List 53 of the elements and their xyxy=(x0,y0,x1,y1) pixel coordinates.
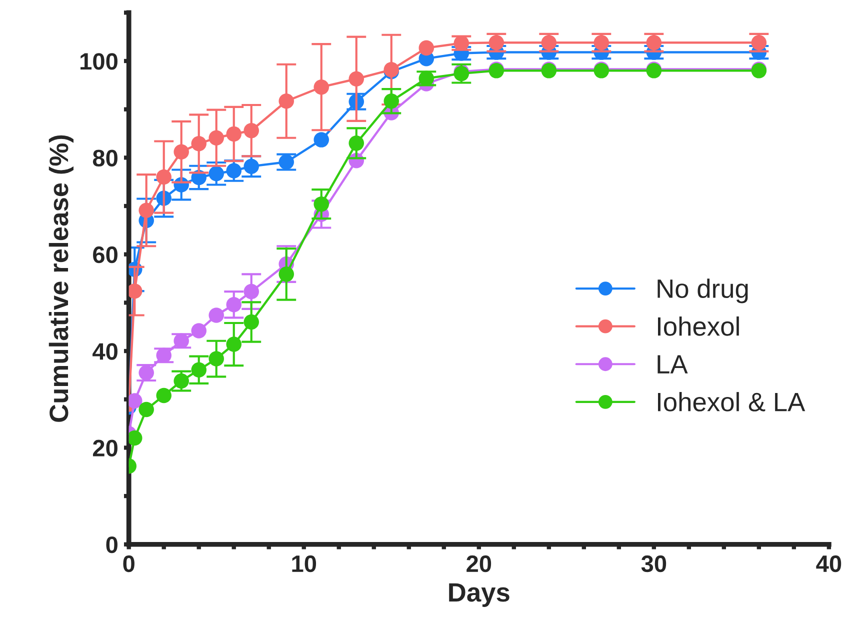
point xyxy=(138,202,154,218)
y-axis-title: Cumulative release (%) xyxy=(48,135,74,422)
legend-label: Iohexol & LA xyxy=(658,392,806,412)
point xyxy=(348,71,364,87)
y-tick-label: 80 xyxy=(92,150,118,166)
point xyxy=(454,35,470,51)
point xyxy=(138,402,154,418)
point xyxy=(226,336,242,352)
point xyxy=(138,365,154,380)
point xyxy=(174,144,189,160)
x-tick-label: 10 xyxy=(292,555,316,572)
y-tick-label: 60 xyxy=(93,246,118,264)
x-tick-label: 0 xyxy=(123,555,134,572)
legend-label: LA xyxy=(658,355,688,374)
point xyxy=(226,126,242,142)
point xyxy=(244,158,260,174)
point xyxy=(156,169,172,185)
point xyxy=(191,323,206,338)
point xyxy=(226,296,242,312)
point xyxy=(418,70,434,86)
point xyxy=(278,266,294,282)
point xyxy=(208,166,224,182)
y-tick-label: 0 xyxy=(106,536,118,554)
point xyxy=(314,132,330,148)
point xyxy=(191,136,206,152)
point xyxy=(348,136,364,151)
point xyxy=(174,373,189,389)
point xyxy=(174,333,189,349)
point xyxy=(208,351,224,366)
point xyxy=(156,388,172,404)
y-tick-label: 40 xyxy=(92,343,118,360)
point xyxy=(418,40,434,56)
point xyxy=(278,93,294,109)
point xyxy=(244,314,260,330)
point xyxy=(156,348,172,364)
point xyxy=(244,122,260,138)
x-tick-label: 30 xyxy=(641,555,666,572)
x-tick-label: 20 xyxy=(466,555,492,572)
x-axis-title: Days xyxy=(449,583,510,607)
legend-label: Iohexol xyxy=(658,316,739,336)
point xyxy=(314,196,330,212)
x-tick-label: 40 xyxy=(816,555,842,572)
point xyxy=(244,284,260,300)
point xyxy=(314,79,330,95)
point xyxy=(226,163,242,178)
y-tick-label: 20 xyxy=(92,440,118,456)
legend-label: No drug xyxy=(658,278,748,304)
point xyxy=(208,308,224,323)
point xyxy=(384,93,400,109)
y-tick-label: 100 xyxy=(80,53,118,70)
point xyxy=(208,130,224,146)
point xyxy=(278,154,294,170)
point xyxy=(191,362,206,378)
